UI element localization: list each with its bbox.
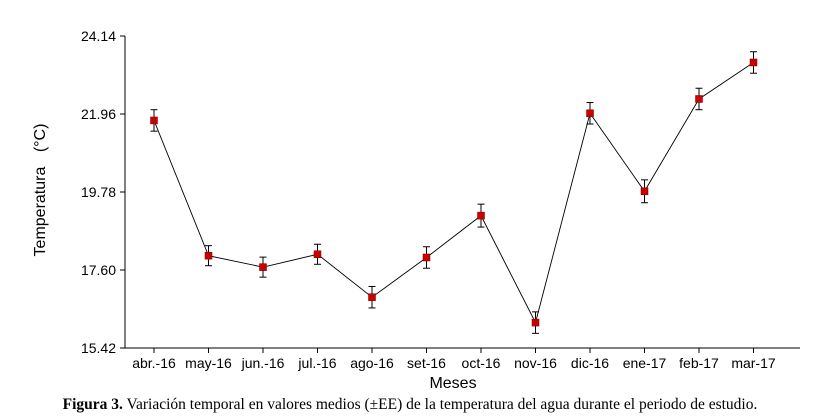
data-point [477,211,485,220]
x-tick-label: feb-17 [679,355,719,371]
x-tick-label: nov-16 [514,355,557,371]
x-tick-label: ago-16 [350,355,394,371]
x-tick-label: abr.-16 [132,355,176,371]
data-point [531,318,540,327]
data-point [150,116,158,125]
caption-label: Figura 3. [62,396,123,413]
y-axis-label: Temperatura [32,167,49,257]
caption-text: Variación temporal en valores medios (±E… [122,396,758,413]
x-tick-label: mar-17 [731,355,776,371]
y-tick-label: 24.14 [81,28,116,44]
data-point [204,251,213,260]
y-axis-unit: (°C) [32,124,49,153]
data-point [695,95,703,103]
x-tick-label: oct-16 [462,355,501,371]
data-point [749,58,758,67]
y-tick-label: 21.96 [81,106,116,122]
data-point [640,187,649,196]
data-point [586,109,594,118]
x-tick-label: jun.-16 [241,355,285,371]
x-axis-title: Meses [429,375,476,392]
x-tick-label: set-16 [407,355,446,371]
data-point [313,250,322,259]
data-point [368,293,376,301]
x-tick-label: jul.-16 [297,355,336,371]
x-tick-label: dic-16 [571,355,609,371]
x-axis-ticks: abr.-16 may-16 jun.-16 jul.-16 ago-16 set-16 o… [132,348,776,371]
y-axis-ticks: 15.42 17.60 19.78 21.96 24.14 [81,28,125,356]
figure-caption: Figura 3. Variación temporal en valores … [0,396,820,414]
y-tick-label: 17.60 [81,262,116,278]
y-tick-label: 15.42 [81,340,116,356]
y-tick-label: 19.78 [81,184,116,200]
error-bars [150,51,757,334]
data-point [259,263,267,271]
y-axis-title: Temperatura (°C) [32,124,49,257]
x-tick-label: ene-17 [623,355,667,371]
series-line [153,62,754,324]
x-tick-label: may-16 [185,355,232,371]
data-markers [150,58,758,327]
data-point [422,253,431,262]
